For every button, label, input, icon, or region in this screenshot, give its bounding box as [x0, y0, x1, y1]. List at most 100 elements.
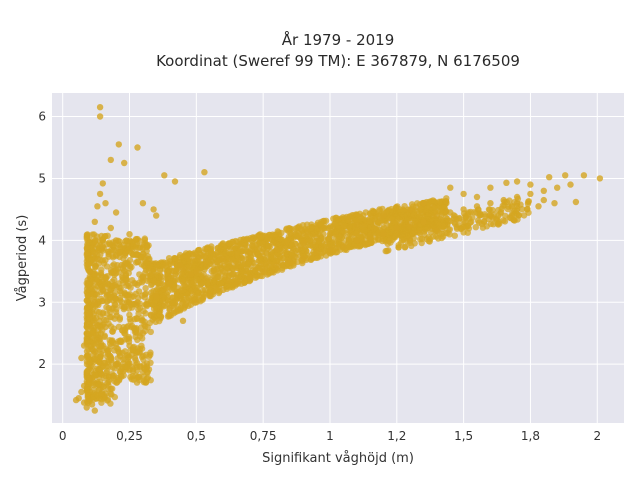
- data-point: [86, 268, 93, 275]
- data-point: [380, 231, 387, 238]
- x-tick-label: 0,25: [116, 429, 143, 443]
- data-point: [503, 179, 510, 186]
- data-point: [83, 304, 91, 311]
- data-point: [146, 319, 154, 327]
- data-point: [109, 254, 117, 261]
- data-point: [278, 229, 285, 237]
- data-point: [131, 354, 139, 362]
- data-point: [106, 241, 114, 248]
- data-point: [433, 217, 441, 224]
- data-point: [402, 243, 409, 251]
- data-point: [460, 190, 467, 198]
- data-point: [132, 361, 140, 368]
- data-point: [98, 371, 106, 378]
- data-point: [193, 287, 200, 294]
- data-point: [294, 258, 301, 266]
- data-point: [234, 238, 241, 245]
- data-point: [149, 300, 156, 308]
- data-point: [207, 256, 214, 264]
- data-point: [89, 334, 97, 341]
- data-point: [326, 231, 334, 238]
- data-point: [91, 355, 98, 362]
- data-point: [124, 246, 131, 254]
- data-point: [102, 323, 109, 331]
- data-point: [200, 253, 208, 260]
- data-point: [111, 271, 118, 278]
- data-point: [283, 225, 290, 232]
- data-point: [121, 304, 128, 311]
- data-point: [83, 368, 91, 375]
- data-point: [349, 212, 356, 219]
- data-point: [84, 353, 92, 360]
- data-point: [233, 280, 240, 287]
- data-point: [567, 181, 574, 188]
- data-point: [193, 299, 200, 306]
- data-point: [445, 226, 452, 233]
- data-point: [112, 209, 120, 216]
- data-point: [126, 231, 133, 238]
- data-point: [308, 251, 315, 259]
- data-point: [433, 227, 441, 235]
- data-point: [487, 184, 494, 191]
- data-point: [217, 245, 224, 252]
- data-point: [163, 259, 170, 267]
- data-point: [367, 210, 374, 217]
- data-point: [136, 346, 144, 353]
- data-point: [513, 207, 520, 214]
- data-point: [357, 233, 365, 240]
- y-axis-title: Vågperiod (s): [15, 215, 30, 302]
- data-point: [204, 274, 211, 281]
- data-point: [307, 237, 314, 244]
- data-point: [506, 197, 513, 204]
- data-point: [572, 198, 580, 206]
- data-point: [99, 309, 107, 316]
- data-point: [193, 268, 200, 275]
- data-point: [273, 241, 280, 248]
- data-point: [121, 348, 129, 355]
- data-point: [96, 317, 103, 325]
- data-point: [407, 206, 414, 213]
- data-point: [366, 234, 374, 241]
- data-point: [288, 241, 295, 249]
- data-point: [447, 184, 454, 191]
- data-point: [171, 178, 179, 185]
- data-point: [527, 190, 534, 198]
- data-point: [451, 232, 458, 239]
- data-point: [258, 260, 265, 267]
- data-point: [147, 359, 154, 366]
- data-point: [166, 280, 173, 287]
- data-point: [546, 174, 553, 181]
- data-point: [139, 274, 147, 281]
- data-point: [126, 342, 133, 349]
- data-point: [246, 274, 253, 281]
- data-point: [170, 267, 177, 274]
- data-point: [112, 361, 120, 368]
- data-point: [126, 265, 134, 272]
- data-point: [487, 212, 494, 219]
- data-point: [80, 382, 88, 390]
- y-tick-label: 4: [38, 233, 46, 247]
- data-point: [399, 224, 406, 232]
- data-point: [83, 297, 91, 304]
- data-point: [325, 225, 332, 232]
- y-tick-label: 5: [38, 171, 46, 185]
- data-point: [183, 289, 190, 296]
- data-point: [152, 288, 160, 295]
- data-point: [459, 224, 466, 231]
- data-point: [246, 249, 253, 256]
- data-point: [88, 401, 96, 408]
- data-point: [98, 266, 105, 273]
- data-point: [422, 226, 429, 233]
- data-point: [96, 190, 104, 198]
- data-point: [103, 380, 111, 387]
- data-point: [238, 267, 246, 275]
- data-point: [433, 233, 440, 240]
- data-point: [175, 276, 182, 283]
- data-point: [515, 212, 522, 219]
- data-point: [167, 312, 175, 319]
- data-point: [99, 237, 107, 244]
- data-point: [260, 268, 267, 275]
- data-point: [139, 200, 147, 207]
- data-point: [339, 214, 347, 221]
- data-point: [112, 295, 119, 302]
